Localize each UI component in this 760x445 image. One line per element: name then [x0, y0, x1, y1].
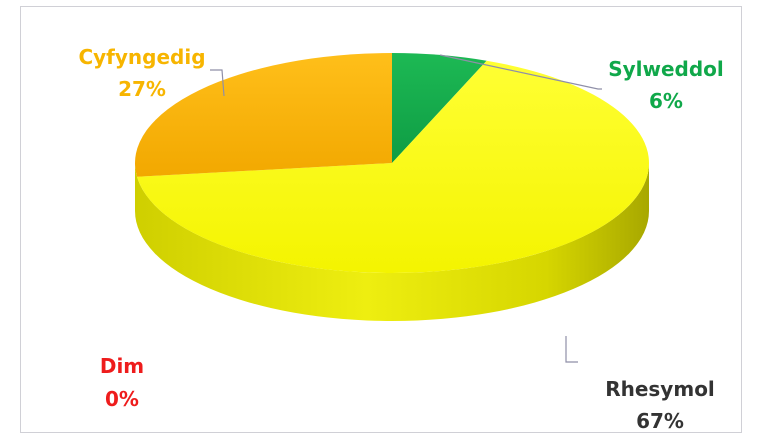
leader-rhesymol — [565, 336, 578, 363]
label-sylweddol-value: 6% — [649, 89, 683, 113]
pie-slice-sylweddol — [392, 53, 487, 163]
label-cyfyngedig-value: 27% — [118, 77, 166, 101]
leader-sylweddol — [440, 54, 602, 90]
leader-cyfyngedig — [210, 69, 225, 97]
pie-slice-rhesymol — [137, 60, 649, 274]
pie-slice-cyfyngedig — [135, 53, 392, 177]
label-rhesymol-value: 67% — [636, 409, 684, 433]
pie-top — [135, 53, 649, 274]
leader-lines — [210, 54, 602, 363]
label-rhesymol-name: Rhesymol — [605, 377, 715, 401]
label-cyfyngedig-name: Cyfyngedig — [78, 45, 205, 69]
slice-labels: Sylweddol 6% Rhesymol 67% Dim 0% Cyfyngedig 27% — [78, 45, 723, 433]
pie-rim — [135, 163, 649, 321]
label-dim-value: 0% — [105, 387, 139, 411]
label-sylweddol-name: Sylweddol — [608, 57, 724, 81]
label-dim-name: Dim — [100, 354, 144, 378]
pie-side — [135, 163, 649, 321]
